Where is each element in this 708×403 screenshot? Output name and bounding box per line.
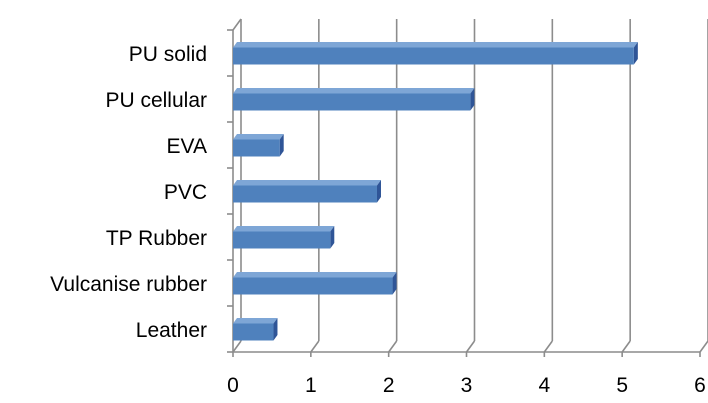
- bar-top-face: [233, 134, 284, 140]
- x-tick-label: 1: [305, 374, 317, 397]
- x-tick-label: 2: [383, 374, 395, 397]
- bar-front-face: [233, 277, 393, 295]
- bar-leather: [233, 318, 278, 341]
- bar-side-face: [633, 42, 638, 65]
- x-tick-label: 6: [694, 374, 706, 397]
- bar-side-face: [392, 272, 397, 295]
- bar-eva: [233, 134, 284, 157]
- floor-line-6: [699, 340, 708, 353]
- bar-top-face: [233, 88, 475, 94]
- floor-line-3: [465, 340, 476, 353]
- labels: 0 1 2 3 4 5 6 PU solid PU cellular EVA PVC TP Rubbe…: [50, 43, 706, 397]
- floor-line-1: [310, 340, 320, 353]
- bar-front-face: [233, 185, 377, 203]
- x-tick-label: 3: [461, 374, 473, 397]
- floor-line-2: [388, 340, 398, 353]
- bar-top-face: [233, 226, 335, 232]
- bar-front-face: [233, 323, 274, 341]
- category-label: Leather: [136, 319, 207, 342]
- category-label: EVA: [167, 135, 207, 158]
- floor-line-5: [621, 340, 631, 353]
- category-label: PVC: [164, 181, 207, 204]
- bar-top-face: [233, 272, 397, 278]
- bar-vulcanise-rubber: [233, 272, 397, 295]
- x-tick-label: 0: [227, 374, 239, 397]
- bar-side-face: [279, 134, 284, 157]
- floor-line-4: [543, 340, 553, 353]
- bar-front-face: [233, 231, 331, 249]
- bar-side-face: [376, 180, 381, 203]
- x-tick-label: 4: [538, 374, 550, 397]
- x-tick-label: 5: [616, 374, 628, 397]
- bar-pu-solid: [233, 42, 638, 65]
- bar-front-face: [233, 93, 471, 111]
- bar-tp-rubber: [233, 226, 335, 249]
- category-label: TP Rubber: [106, 227, 207, 250]
- bar-front-face: [233, 139, 280, 157]
- bar-pvc: [233, 180, 381, 203]
- category-label: PU cellular: [105, 89, 207, 112]
- bar-front-face: [233, 47, 634, 65]
- floor-line-0: [232, 340, 242, 353]
- bar-top-face: [233, 318, 278, 324]
- bar-side-face: [470, 88, 475, 111]
- bar-top-face: [233, 42, 638, 48]
- grid-lines: [232, 19, 708, 353]
- bar-top-face: [233, 180, 381, 186]
- y-axis-top-connector: [232, 18, 242, 31]
- bar-side-face: [330, 226, 335, 249]
- bar-pu-cellular: [233, 88, 475, 111]
- category-label: PU solid: [129, 43, 207, 66]
- bars: [233, 42, 638, 341]
- bar-side-face: [273, 318, 278, 341]
- category-label: Vulcanise rubber: [50, 273, 207, 296]
